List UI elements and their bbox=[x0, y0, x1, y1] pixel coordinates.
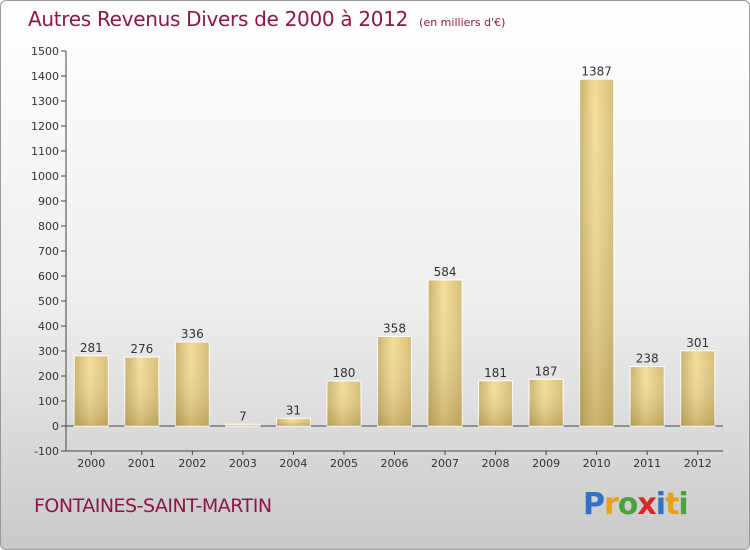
bar-shade-2012 bbox=[680, 350, 715, 426]
data-label-2007: 584 bbox=[434, 265, 457, 279]
logo-letter: t bbox=[665, 487, 679, 522]
bars-group bbox=[73, 78, 716, 427]
data-label-2004: 31 bbox=[286, 403, 301, 417]
data-label-2011: 238 bbox=[636, 352, 659, 366]
proxiti-logo: Proxiti bbox=[583, 487, 689, 522]
title-block: Autres Revenus Divers de 2000 à 2012 (en… bbox=[28, 7, 505, 31]
y-tick-label: -100 bbox=[34, 445, 59, 458]
data-label-2012: 301 bbox=[686, 336, 709, 350]
x-tick-label-2011: 2011 bbox=[633, 457, 661, 470]
x-tick-label-2001: 2001 bbox=[128, 457, 156, 470]
axes: -100 0 100 200 300 400 500 600 700 800 900 1000 1100… bbox=[31, 45, 723, 470]
data-label-2008: 181 bbox=[484, 366, 507, 380]
bar-shade-2003 bbox=[225, 424, 260, 426]
data-label-2006: 358 bbox=[383, 322, 406, 336]
data-label-2000: 281 bbox=[80, 341, 103, 355]
logo-letter: x bbox=[637, 487, 656, 522]
bar-shade-2002 bbox=[175, 342, 210, 426]
y-tick-label: 600 bbox=[38, 270, 59, 283]
x-tick-label-2010: 2010 bbox=[583, 457, 611, 470]
x-tick-label-2002: 2002 bbox=[178, 457, 206, 470]
y-tick-label: 200 bbox=[38, 370, 59, 383]
y-tick-label: 900 bbox=[38, 195, 59, 208]
x-tick-label-2004: 2004 bbox=[279, 457, 307, 470]
y-tick-label: 400 bbox=[38, 320, 59, 333]
y-tick-label: 1500 bbox=[31, 45, 59, 58]
bar-shade-2001 bbox=[124, 357, 159, 426]
bar-shade-2006 bbox=[377, 336, 412, 426]
bar-shade-2010 bbox=[579, 79, 614, 426]
y-tick-label: 0 bbox=[52, 420, 59, 433]
data-label-2010: 1387 bbox=[581, 64, 612, 78]
logo-letter: P bbox=[583, 487, 605, 522]
bar-shade-2008 bbox=[478, 380, 513, 426]
town-name: FONTAINES-SAINT-MARTIN bbox=[34, 495, 272, 517]
y-tick-label: 1100 bbox=[31, 145, 59, 158]
bar-shade-2007 bbox=[428, 280, 463, 426]
chart-subtitle: (en milliers d'€) bbox=[419, 16, 506, 29]
y-tick-label: 1300 bbox=[31, 95, 59, 108]
y-tick-label: 1000 bbox=[31, 170, 59, 183]
logo-letter: r bbox=[604, 487, 619, 522]
x-tick-label-2008: 2008 bbox=[482, 457, 510, 470]
data-labels-group: 281 276 336 7 31 180 358 584 181 187 1387 238 301 bbox=[80, 64, 709, 423]
x-tick-label-2000: 2000 bbox=[77, 457, 105, 470]
bar-shade-2009 bbox=[529, 379, 564, 426]
x-tick-label-2012: 2012 bbox=[684, 457, 712, 470]
y-tick-label: 300 bbox=[38, 345, 59, 358]
bar-shade-2011 bbox=[630, 366, 665, 426]
x-tick-label-2006: 2006 bbox=[381, 457, 409, 470]
x-tick-label-2003: 2003 bbox=[229, 457, 257, 470]
data-label-2005: 180 bbox=[333, 366, 356, 380]
x-tick-label-2005: 2005 bbox=[330, 457, 358, 470]
logo-letter: o bbox=[617, 487, 639, 522]
data-label-2009: 187 bbox=[535, 364, 558, 378]
bar-shade-2005 bbox=[326, 381, 361, 426]
y-tick-label: 500 bbox=[38, 295, 59, 308]
logo-letter: i bbox=[678, 487, 688, 522]
bar-shade-2000 bbox=[74, 355, 109, 426]
y-tick-label: 800 bbox=[38, 220, 59, 233]
y-tick-label: 100 bbox=[38, 395, 59, 408]
data-label-2003: 7 bbox=[239, 409, 247, 423]
data-label-2002: 336 bbox=[181, 327, 204, 341]
x-tick-label-2007: 2007 bbox=[431, 457, 459, 470]
bar-shade-2004 bbox=[276, 418, 311, 426]
y-tick-label: 1200 bbox=[31, 120, 59, 133]
y-tick-label: 1400 bbox=[31, 70, 59, 83]
chart-title: Autres Revenus Divers de 2000 à 2012 bbox=[28, 7, 409, 31]
logo-letter: i bbox=[655, 487, 666, 522]
y-tick-label: 700 bbox=[38, 245, 59, 258]
data-label-2001: 276 bbox=[130, 342, 153, 356]
x-tick-label-2009: 2009 bbox=[532, 457, 560, 470]
